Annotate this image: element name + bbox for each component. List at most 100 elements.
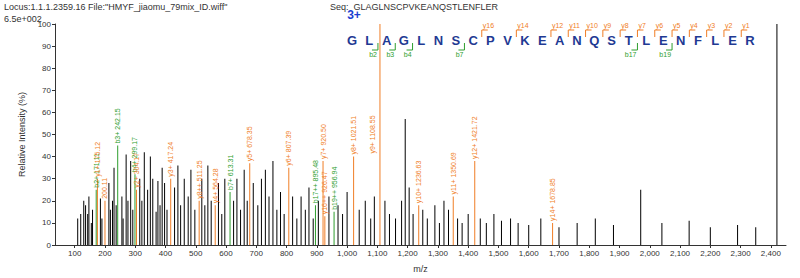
svg-text:L: L <box>642 33 650 48</box>
svg-text:300: 300 <box>129 249 143 258</box>
svg-text:30: 30 <box>42 174 51 183</box>
svg-text:80: 80 <box>42 64 51 73</box>
svg-text:y7+ 920.50: y7+ 920.50 <box>320 124 328 159</box>
svg-text:P: P <box>486 33 495 48</box>
svg-text:2,200: 2,200 <box>700 249 721 258</box>
svg-text:1,900: 1,900 <box>610 249 631 258</box>
svg-text:F: F <box>694 33 702 48</box>
svg-text:S: S <box>607 33 616 48</box>
svg-text:90: 90 <box>42 42 51 51</box>
svg-text:b17++ 895.48: b17++ 895.48 <box>312 160 319 203</box>
svg-text:y8+ 1021.51: y8+ 1021.51 <box>350 116 358 155</box>
svg-text:0: 0 <box>47 241 52 250</box>
svg-text:b7: b7 <box>456 51 464 58</box>
svg-text:b19++ 956.94: b19++ 956.94 <box>331 167 338 210</box>
svg-text:y3: y3 <box>708 22 716 30</box>
svg-text:y1: y1 <box>742 22 750 30</box>
svg-text:y14+ 1678.85: y14+ 1678.85 <box>549 178 557 221</box>
svg-text:y5: y5 <box>673 22 681 30</box>
svg-text:b3: b3 <box>386 51 394 58</box>
svg-text:b19: b19 <box>659 51 671 58</box>
svg-text:y14: y14 <box>517 22 528 30</box>
svg-text:60: 60 <box>42 108 51 117</box>
svg-text:y11+ 1350.69: y11+ 1350.69 <box>450 152 458 194</box>
svg-text:E: E <box>728 33 737 48</box>
svg-text:700: 700 <box>250 249 264 258</box>
svg-text:A: A <box>382 33 392 48</box>
svg-text:y2+ 304.17: y2+ 304.17 <box>133 153 141 188</box>
svg-text:y2: y2 <box>725 22 733 30</box>
svg-text:E: E <box>538 33 547 48</box>
svg-text:3+: 3+ <box>347 8 361 22</box>
svg-text:900: 900 <box>310 249 324 258</box>
svg-text:y8++ 511.25: y8++ 511.25 <box>196 160 204 199</box>
svg-text:6.5e+002: 6.5e+002 <box>4 14 42 24</box>
svg-text:b2: b2 <box>369 51 377 58</box>
svg-text:y7: y7 <box>638 22 646 30</box>
svg-text:N: N <box>572 33 581 48</box>
svg-text:1,000: 1,000 <box>337 249 358 258</box>
svg-text:G: G <box>347 33 357 48</box>
svg-text:200.11: 200.11 <box>101 178 108 199</box>
svg-text:y12: y12 <box>552 22 563 30</box>
svg-text:b4: b4 <box>404 51 412 58</box>
svg-text:y12+ 1421.72: y12+ 1421.72 <box>471 116 479 159</box>
svg-text:y8: y8 <box>621 22 629 30</box>
svg-text:G: G <box>399 33 409 48</box>
svg-text:L: L <box>417 33 425 48</box>
svg-text:Q: Q <box>589 33 599 48</box>
svg-text:10: 10 <box>42 218 51 227</box>
svg-text:b7+ 613.31: b7+ 613.31 <box>227 155 234 190</box>
svg-text:b17: b17 <box>625 51 637 58</box>
svg-text:L: L <box>365 33 373 48</box>
svg-text:y1+ 175.12: y1+ 175.12 <box>94 142 102 177</box>
svg-text:1,100: 1,100 <box>367 249 388 258</box>
svg-text:R: R <box>745 33 755 48</box>
svg-text:1,600: 1,600 <box>519 249 540 258</box>
svg-text:y6: y6 <box>656 22 664 30</box>
svg-text:50: 50 <box>42 130 51 139</box>
svg-text:100: 100 <box>68 249 82 258</box>
svg-text:A: A <box>555 33 565 48</box>
svg-text:2,400: 2,400 <box>761 249 782 258</box>
svg-text:y10: y10 <box>587 22 598 30</box>
svg-text:y11: y11 <box>569 22 580 30</box>
svg-text:L: L <box>711 33 719 48</box>
svg-text:1,800: 1,800 <box>579 249 600 258</box>
svg-text:1,300: 1,300 <box>428 249 449 258</box>
svg-text:2,000: 2,000 <box>640 249 661 258</box>
svg-text:y5+ 678.35: y5+ 678.35 <box>246 126 254 161</box>
svg-text:y9: y9 <box>604 22 612 30</box>
svg-text:200: 200 <box>98 249 112 258</box>
svg-text:E: E <box>659 33 668 48</box>
svg-text:y6+ 807.39: y6+ 807.39 <box>285 131 293 166</box>
svg-text:1,700: 1,700 <box>549 249 570 258</box>
svg-text:S: S <box>451 33 460 48</box>
svg-text:Locus:1.1.1.2359.16 File:"HMYF: Locus:1.1.1.2359.16 File:"HMYF_jiaomu_79… <box>4 2 227 12</box>
svg-text:N: N <box>676 33 685 48</box>
svg-text:N: N <box>434 33 443 48</box>
svg-text:y16: y16 <box>483 22 494 30</box>
svg-text:40: 40 <box>42 152 51 161</box>
svg-text:K: K <box>520 33 530 48</box>
svg-text:V: V <box>503 33 512 48</box>
svg-text:y9+ 1108.55: y9+ 1108.55 <box>369 115 377 153</box>
svg-text:y16++ 926.47: y16++ 926.47 <box>321 171 329 214</box>
svg-text:y3+ 417.24: y3+ 417.24 <box>167 142 175 177</box>
svg-text:m/z: m/z <box>413 264 428 274</box>
svg-text:1,500: 1,500 <box>488 249 509 258</box>
svg-text:600: 600 <box>219 249 233 258</box>
svg-text:y4: y4 <box>690 22 698 30</box>
svg-text:1,200: 1,200 <box>398 249 419 258</box>
svg-text:800: 800 <box>280 249 294 258</box>
svg-text:y4+ 564.28: y4+ 564.28 <box>212 168 220 203</box>
svg-text:500: 500 <box>189 249 203 258</box>
svg-text:70: 70 <box>42 86 51 95</box>
svg-text:100: 100 <box>38 20 52 29</box>
svg-text:20: 20 <box>42 196 51 205</box>
svg-text:1,400: 1,400 <box>458 249 479 258</box>
svg-text:b3+ 242.15: b3+ 242.15 <box>114 108 121 143</box>
svg-text:y10+ 1236.63: y10+ 1236.63 <box>415 160 423 203</box>
svg-text:400: 400 <box>159 249 173 258</box>
svg-text:Relative Intensity (%): Relative Intensity (%) <box>17 92 27 177</box>
